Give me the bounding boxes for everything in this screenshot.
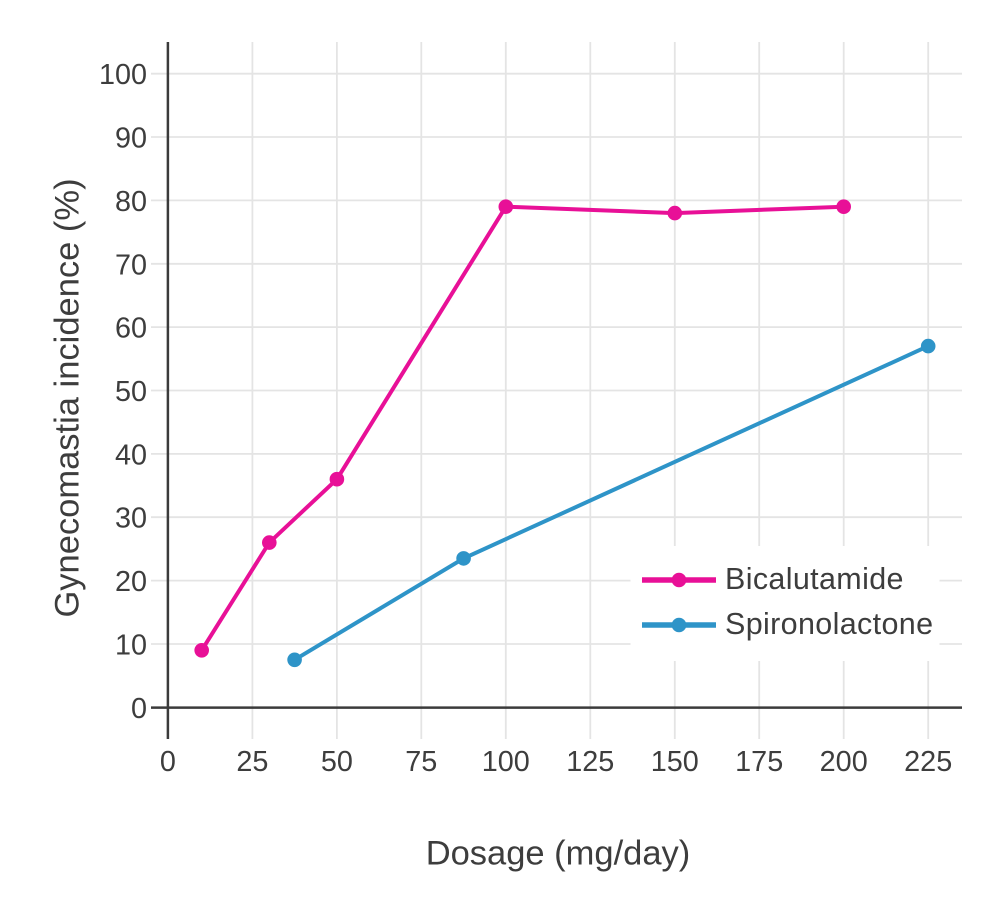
- svg-text:75: 75: [405, 746, 437, 778]
- svg-text:200: 200: [820, 746, 868, 778]
- svg-text:50: 50: [115, 376, 147, 408]
- svg-text:70: 70: [115, 249, 147, 281]
- svg-text:Bicalutamide: Bicalutamide: [725, 562, 904, 596]
- svg-text:40: 40: [115, 439, 147, 471]
- svg-text:100: 100: [99, 59, 147, 91]
- svg-text:10: 10: [115, 630, 147, 662]
- svg-text:Spironolactone: Spironolactone: [725, 607, 933, 641]
- svg-text:90: 90: [115, 123, 147, 155]
- svg-text:30: 30: [115, 503, 147, 535]
- svg-text:50: 50: [321, 746, 353, 778]
- svg-text:60: 60: [115, 313, 147, 345]
- svg-text:25: 25: [236, 746, 268, 778]
- svg-text:0: 0: [131, 693, 147, 725]
- svg-text:0: 0: [160, 746, 176, 778]
- svg-text:125: 125: [566, 746, 614, 778]
- svg-text:80: 80: [115, 186, 147, 218]
- svg-text:175: 175: [735, 746, 783, 778]
- svg-text:Gynecomastia incidence (%): Gynecomastia incidence (%): [49, 178, 87, 617]
- svg-text:150: 150: [651, 746, 699, 778]
- svg-text:Dosage (mg/day): Dosage (mg/day): [426, 835, 691, 873]
- svg-text:100: 100: [482, 746, 530, 778]
- svg-text:225: 225: [904, 746, 952, 778]
- svg-text:20: 20: [115, 566, 147, 598]
